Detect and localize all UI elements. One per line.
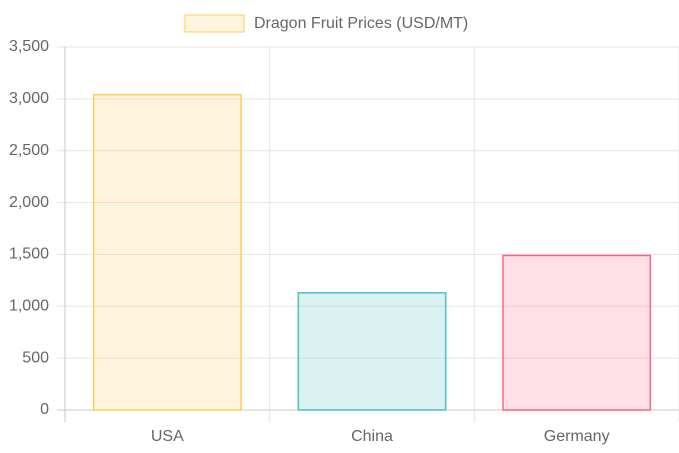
y-tick-label: 3,500 bbox=[9, 38, 49, 55]
y-tick-label: 1,500 bbox=[9, 246, 49, 263]
bar bbox=[297, 292, 447, 411]
y-tick-label: 1,000 bbox=[9, 298, 49, 315]
x-tick-label: USA bbox=[151, 428, 184, 445]
y-tick-label: 2,000 bbox=[9, 194, 49, 211]
bar bbox=[502, 254, 652, 411]
legend-label: Dragon Fruit Prices (USD/MT) bbox=[254, 15, 468, 32]
legend-swatch bbox=[184, 14, 245, 33]
y-tick-label: 0 bbox=[40, 401, 49, 418]
y-tick-label: 500 bbox=[22, 349, 49, 366]
bar bbox=[92, 93, 242, 411]
y-tick-label: 2,500 bbox=[9, 142, 49, 159]
y-tick-label: 3,000 bbox=[9, 90, 49, 107]
x-tick-label: China bbox=[351, 428, 393, 445]
x-tick-label: Germany bbox=[544, 428, 610, 445]
